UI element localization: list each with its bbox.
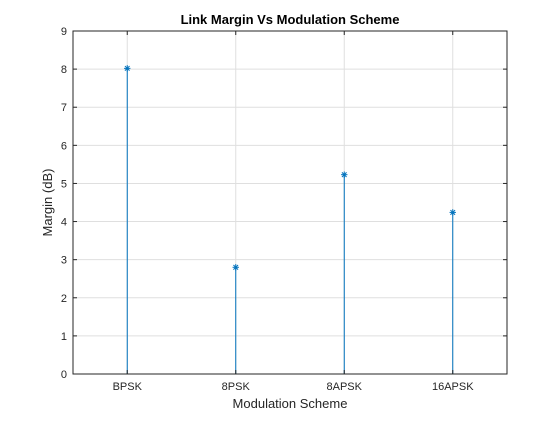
- y-tick-label: 5: [61, 178, 67, 190]
- plot-area-background: [73, 31, 507, 374]
- axis-ticks: 0 1 2 3 4 5 6 7 8 9 BPSK 8PSK 8APSK 16APSK: [61, 26, 507, 393]
- y-tick-label: 4: [61, 217, 67, 229]
- y-tick-label: 7: [61, 102, 67, 114]
- axes-box: [72, 30, 508, 375]
- y-tick-label: 8: [61, 64, 67, 76]
- chart-title: Link Margin Vs Modulation Scheme: [181, 12, 400, 27]
- asterisk-marker: [232, 264, 239, 271]
- data-series: [124, 65, 456, 374]
- marker-stroke: [341, 172, 347, 178]
- asterisk-marker: [341, 171, 348, 178]
- x-tick-label: 8APSK: [327, 381, 363, 393]
- y-tick-label: 6: [61, 140, 67, 152]
- asterisk-marker: [449, 209, 456, 216]
- asterisk-marker: [124, 65, 131, 72]
- x-tick-label: 16APSK: [432, 381, 474, 393]
- y-tick-label: 3: [61, 255, 67, 267]
- x-tick-label: BPSK: [113, 381, 143, 393]
- x-tick-label: 8PSK: [222, 381, 251, 393]
- x-axis-label: Modulation Scheme: [233, 396, 348, 411]
- y-tick-label: 2: [61, 293, 67, 305]
- marker-stroke: [124, 65, 130, 72]
- y-tick-label: 9: [61, 26, 67, 38]
- y-tick-label: 1: [61, 331, 67, 343]
- marker-stroke: [450, 209, 456, 216]
- marker-stroke: [233, 264, 239, 270]
- y-tick-label: 0: [61, 369, 67, 381]
- y-axis-label: Margin (dB): [40, 169, 55, 237]
